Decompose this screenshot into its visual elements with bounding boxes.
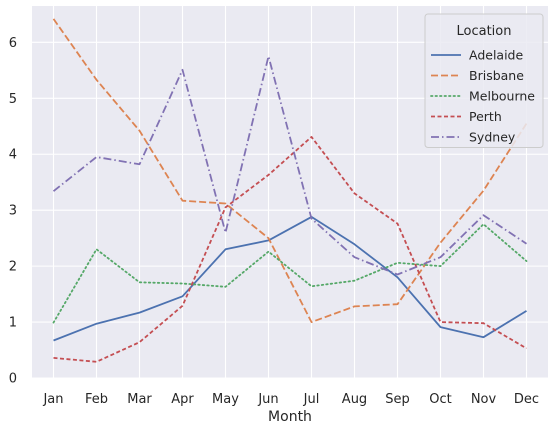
x-tick-label: May [212, 392, 239, 407]
series-line-adelaide [53, 215, 527, 342]
x-tick-label: Jun [257, 392, 278, 407]
x-tick-label: Jul [303, 392, 320, 407]
series-line-melbourne [52, 223, 528, 324]
y-tick-label: 2 [9, 260, 17, 275]
series-line-sydney [52, 55, 527, 276]
y-tick-label: 6 [9, 36, 17, 51]
x-tick-label: Jan [42, 392, 63, 407]
x-tick-label: Dec [514, 392, 539, 407]
y-tick-label: 3 [9, 204, 17, 219]
y-tick-label: 5 [9, 92, 17, 107]
x-axis-label: Month [268, 409, 312, 425]
legend-label-brisbane: Brisbane [469, 68, 524, 83]
x-tick-label: Sep [385, 392, 410, 407]
x-axis-ticks: Jan Feb Mar Apr May Jun Jul Aug Sep Oct Nov Dec [42, 392, 539, 407]
y-tick-label: 0 [9, 372, 17, 387]
x-tick-label: Feb [85, 392, 108, 407]
legend-label-melbourne: Melbourne [469, 89, 535, 104]
y-tick-label: 1 [9, 316, 17, 331]
legend-label-adelaide: Adelaide [469, 48, 523, 63]
x-tick-label: Mar [127, 392, 152, 407]
series-layer [52, 18, 528, 363]
x-tick-label: Apr [171, 392, 194, 407]
y-tick-label: 4 [9, 148, 17, 163]
legend-label-sydney: Sydney [469, 130, 516, 145]
legend-box [424, 13, 544, 148]
x-tick-label: Aug [342, 392, 367, 407]
y-axis-ticks: 0 1 2 3 4 5 6 [9, 36, 17, 387]
legend-title: Location [457, 24, 512, 39]
x-tick-label: Oct [429, 392, 451, 407]
legend-label-perth: Perth [469, 109, 502, 124]
x-tick-label: Nov [471, 392, 497, 407]
legend-items: Adelaide Brisbane Melbourne Perth Sydney [430, 48, 535, 145]
legend: Location Adelaide Brisbane Melbourne Perth S… [424, 13, 544, 148]
series-line-brisbane [52, 18, 528, 324]
